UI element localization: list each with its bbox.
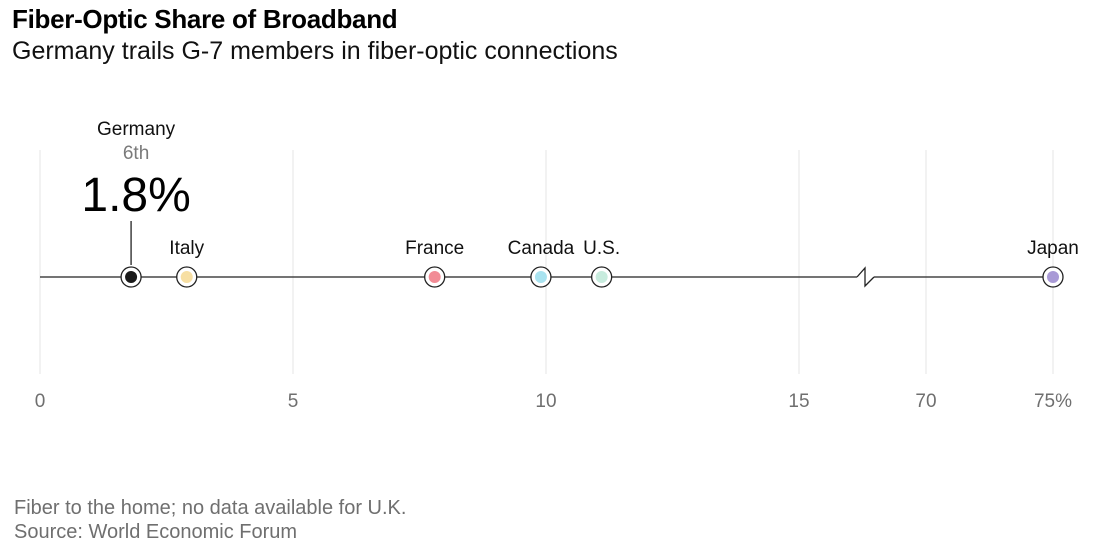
point-label: U.S. bbox=[583, 238, 620, 259]
callout-rank: 6th bbox=[123, 143, 149, 164]
data-point bbox=[1047, 271, 1059, 283]
data-point bbox=[125, 271, 138, 283]
x-tick-label: 0 bbox=[35, 391, 46, 412]
point-label: Italy bbox=[169, 238, 204, 259]
point-label: France bbox=[405, 238, 464, 259]
point-label: Japan bbox=[1027, 238, 1079, 259]
chart-title: Fiber-Optic Share of Broadband bbox=[12, 4, 398, 34]
data-point bbox=[428, 271, 441, 283]
x-tick-label: 75% bbox=[1034, 391, 1072, 412]
point-label: Canada bbox=[508, 238, 575, 259]
chart-subtitle: Germany trails G-7 members in fiber-opti… bbox=[12, 37, 618, 65]
data-point bbox=[595, 271, 608, 283]
x-tick-label: 70 bbox=[915, 391, 936, 412]
dot-chart: 0 5 10 15 70 75% 1.8% 6th Germany Italy France Cana… bbox=[35, 119, 1079, 412]
callout-value: 1.8% bbox=[81, 169, 190, 222]
x-tick-label: 10 bbox=[535, 391, 556, 412]
x-tick-label: 15 bbox=[788, 391, 809, 412]
source-note: Source: World Economic Forum bbox=[14, 521, 298, 543]
data-point bbox=[534, 271, 547, 283]
data-point bbox=[180, 271, 193, 283]
axis-break bbox=[856, 266, 875, 288]
x-tick-label: 5 bbox=[288, 391, 299, 412]
point-label: Germany bbox=[97, 119, 176, 140]
footnote: Fiber to the home; no data available for… bbox=[14, 497, 407, 519]
